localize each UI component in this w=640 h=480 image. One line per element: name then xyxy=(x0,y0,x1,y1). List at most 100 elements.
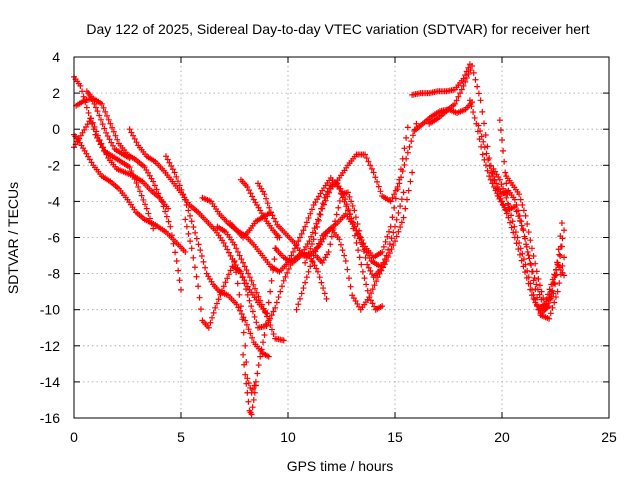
data-point xyxy=(496,117,503,124)
data-point xyxy=(210,309,217,316)
grid xyxy=(74,57,609,418)
data-point xyxy=(533,268,540,275)
data-point xyxy=(395,209,402,216)
data-point xyxy=(193,273,200,280)
data-point xyxy=(168,232,175,239)
data-point xyxy=(243,286,250,293)
data-point xyxy=(395,228,402,235)
data-point xyxy=(163,153,170,160)
data-point xyxy=(354,231,361,238)
data-point xyxy=(535,276,542,283)
data-point xyxy=(554,288,561,295)
data-point xyxy=(249,193,256,200)
data-point xyxy=(485,156,492,163)
data-point xyxy=(236,252,243,259)
data-point xyxy=(303,274,310,281)
data-point xyxy=(380,243,387,250)
data-point xyxy=(524,248,531,255)
data-point xyxy=(126,126,133,133)
data-point xyxy=(367,162,374,169)
data-point xyxy=(267,322,274,329)
data-point xyxy=(505,202,512,209)
data-point xyxy=(190,254,197,261)
data-point xyxy=(250,396,257,403)
data-point xyxy=(244,375,251,382)
data-point xyxy=(402,205,409,212)
data-point xyxy=(504,191,511,198)
data-point xyxy=(399,168,406,175)
data-point xyxy=(104,133,111,140)
data-point xyxy=(482,131,489,138)
data-point xyxy=(520,207,527,214)
data-point xyxy=(503,210,510,217)
data-point xyxy=(312,230,319,237)
data-point xyxy=(91,124,98,131)
data-point xyxy=(262,321,269,328)
data-point xyxy=(220,239,227,246)
data-point xyxy=(234,248,241,255)
data-point xyxy=(392,195,399,202)
data-point xyxy=(162,208,169,215)
data-point xyxy=(293,306,300,313)
data-point xyxy=(533,301,540,308)
data-point xyxy=(486,163,493,170)
data-point xyxy=(253,289,260,296)
data-point xyxy=(88,93,95,100)
data-point xyxy=(307,245,314,252)
data-point xyxy=(270,308,277,315)
data-point xyxy=(280,337,287,344)
data-point xyxy=(296,234,303,241)
data-point xyxy=(359,241,366,248)
data-point xyxy=(255,293,262,300)
data-point xyxy=(101,147,108,154)
data-point xyxy=(511,223,518,230)
data-point xyxy=(183,223,190,230)
data-point xyxy=(109,124,116,131)
data-point xyxy=(404,149,411,156)
data-point xyxy=(467,66,474,73)
y-tick-label: 0 xyxy=(52,121,60,137)
data-point xyxy=(556,251,563,258)
data-point xyxy=(261,331,268,338)
data-point xyxy=(96,137,103,144)
data-point xyxy=(367,297,374,304)
data-point xyxy=(178,286,184,293)
data-point xyxy=(244,291,251,298)
data-point xyxy=(270,266,277,273)
data-point xyxy=(247,384,254,391)
data-point xyxy=(185,230,192,237)
data-point xyxy=(515,207,522,214)
data-point xyxy=(525,229,532,236)
data-point xyxy=(377,188,384,195)
data-point xyxy=(401,161,408,168)
series-19 xyxy=(312,189,407,281)
data-point xyxy=(222,279,229,286)
data-point xyxy=(217,291,224,298)
data-point xyxy=(466,97,473,104)
data-point xyxy=(557,252,564,259)
data-point xyxy=(347,283,354,290)
x-tick-label: 5 xyxy=(177,429,185,445)
data-point xyxy=(303,255,310,262)
data-point xyxy=(455,93,462,100)
data-point xyxy=(145,210,152,217)
data-point xyxy=(317,211,324,218)
data-point xyxy=(549,304,556,311)
data-point xyxy=(389,194,396,201)
data-point xyxy=(83,104,90,111)
data-point xyxy=(481,144,488,151)
data-point xyxy=(192,229,199,236)
data-point xyxy=(265,317,272,324)
data-point xyxy=(561,272,568,279)
data-point xyxy=(96,112,103,119)
data-point xyxy=(138,192,145,199)
data-point xyxy=(534,286,541,293)
data-point xyxy=(288,252,295,259)
data-point xyxy=(196,294,203,301)
data-point xyxy=(246,274,253,281)
data-point xyxy=(403,196,410,203)
data-point xyxy=(224,246,231,253)
data-point xyxy=(468,103,475,110)
data-point xyxy=(361,275,368,282)
data-point xyxy=(182,248,189,255)
